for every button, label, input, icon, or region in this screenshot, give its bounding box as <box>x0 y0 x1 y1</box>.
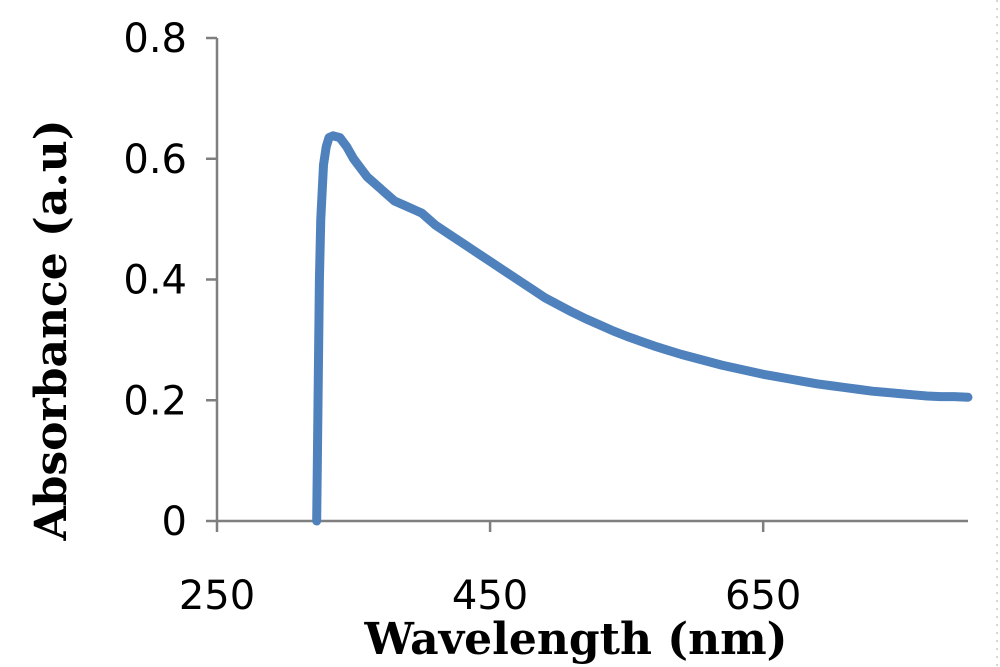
y-tick-label: 0.2 <box>123 378 187 424</box>
x-tick-label: 250 <box>179 573 255 619</box>
x-tick-label: 650 <box>725 573 801 619</box>
absorbance-series-line <box>312 131 973 526</box>
plot-area: 0 0.2 0.4 0.6 0.8 250 450 650 <box>123 16 973 619</box>
y-axis-title: Absorbance (a.u) <box>26 119 77 541</box>
x-tick-label: 450 <box>452 573 528 619</box>
y-tick-label: 0.6 <box>123 137 187 183</box>
y-tick-label: 0.4 <box>123 258 187 304</box>
axis-ticks <box>206 36 765 532</box>
y-tick-label: 0.8 <box>123 16 187 62</box>
series-layer <box>312 131 973 526</box>
axis-tick-labels: 0 0.2 0.4 0.6 0.8 250 450 650 <box>123 16 801 619</box>
y-tick-label: 0 <box>162 499 187 545</box>
x-axis-title: Wavelength (nm) <box>364 614 788 665</box>
